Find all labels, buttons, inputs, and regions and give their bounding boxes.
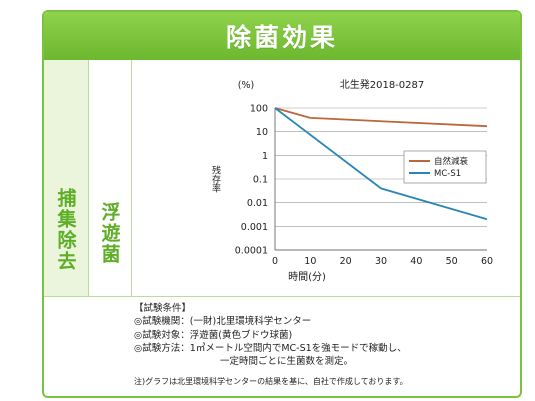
target-column: 浮遊菌 <box>89 60 132 296</box>
y-tick-label: 0.0001 <box>235 246 268 257</box>
x-tick-label: 20 <box>340 256 352 267</box>
x-tick-label: 60 <box>481 256 493 267</box>
x-tick-label: 40 <box>410 256 422 267</box>
y-unit-label: (%) <box>238 80 254 91</box>
series-line <box>274 107 488 221</box>
legend-box <box>403 150 487 184</box>
x-tick-label: 30 <box>375 256 387 267</box>
test-conditions: 【試験条件】 ◎試験機関：(一財)北里環境科学センター ◎試験対象：浮遊菌(黄色… <box>132 298 520 389</box>
series-line <box>274 107 488 128</box>
category-column: 捕集除去 <box>44 60 89 296</box>
conditions-title: 【試験条件】 <box>134 303 192 314</box>
header-title: 除菌効果 <box>225 23 338 52</box>
y-axis-label: 残存率 <box>210 164 221 193</box>
legend-label: MC-S1 <box>434 169 461 179</box>
legend-label: 自然減衰 <box>434 156 469 167</box>
condition-line-method: ◎試験方法：1㎥メートル空間内でMC-S1を強モードで稼動し、 <box>134 342 407 354</box>
y-tick-label: 10 <box>256 127 268 138</box>
target-label: 浮遊菌 <box>98 201 121 265</box>
x-tick-label: 0 <box>272 256 278 267</box>
x-tick-label: 50 <box>446 256 458 267</box>
y-tick-label: 0.1 <box>253 175 268 186</box>
header-bar: 除菌効果 <box>44 12 520 60</box>
category-label: 捕集除去 <box>54 188 77 272</box>
condition-line-method-continued: 一定時間ごとに生菌数を測定。 <box>220 356 354 368</box>
y-tick-label: 100 <box>250 104 268 115</box>
chart-area: (%) 北生発2018-0287 時間(分) 残存率 100 10 1 0.1 0.01… <box>132 60 520 296</box>
condition-line-institution: ◎試験機関：(一財)北里環境科学センター <box>134 316 312 328</box>
x-axis-label: 時間(分) <box>288 271 326 283</box>
y-tick-label: 0.01 <box>247 198 268 209</box>
section-divider <box>44 296 520 297</box>
y-tick-label: 0.001 <box>241 222 268 233</box>
survival-rate-chart: (%) 北生発2018-0287 時間(分) 残存率 1001010.10.01… <box>210 78 493 283</box>
x-tick-label: 10 <box>304 256 316 267</box>
effect-card: 除菌効果 捕集除去 浮遊菌 (%) 北生発2018-0287 時間(分) 残存率… <box>42 10 522 398</box>
source-note: 北生発2018-0287 <box>340 78 425 91</box>
condition-line-target: ◎試験対象：浮遊菌(黄色ブドウ球菌) <box>134 329 293 341</box>
footnote: 注)グラフは北里環境科学センターの結果を基に、自社で作成しております。 <box>134 377 408 387</box>
y-tick-label: 1 <box>262 151 268 162</box>
